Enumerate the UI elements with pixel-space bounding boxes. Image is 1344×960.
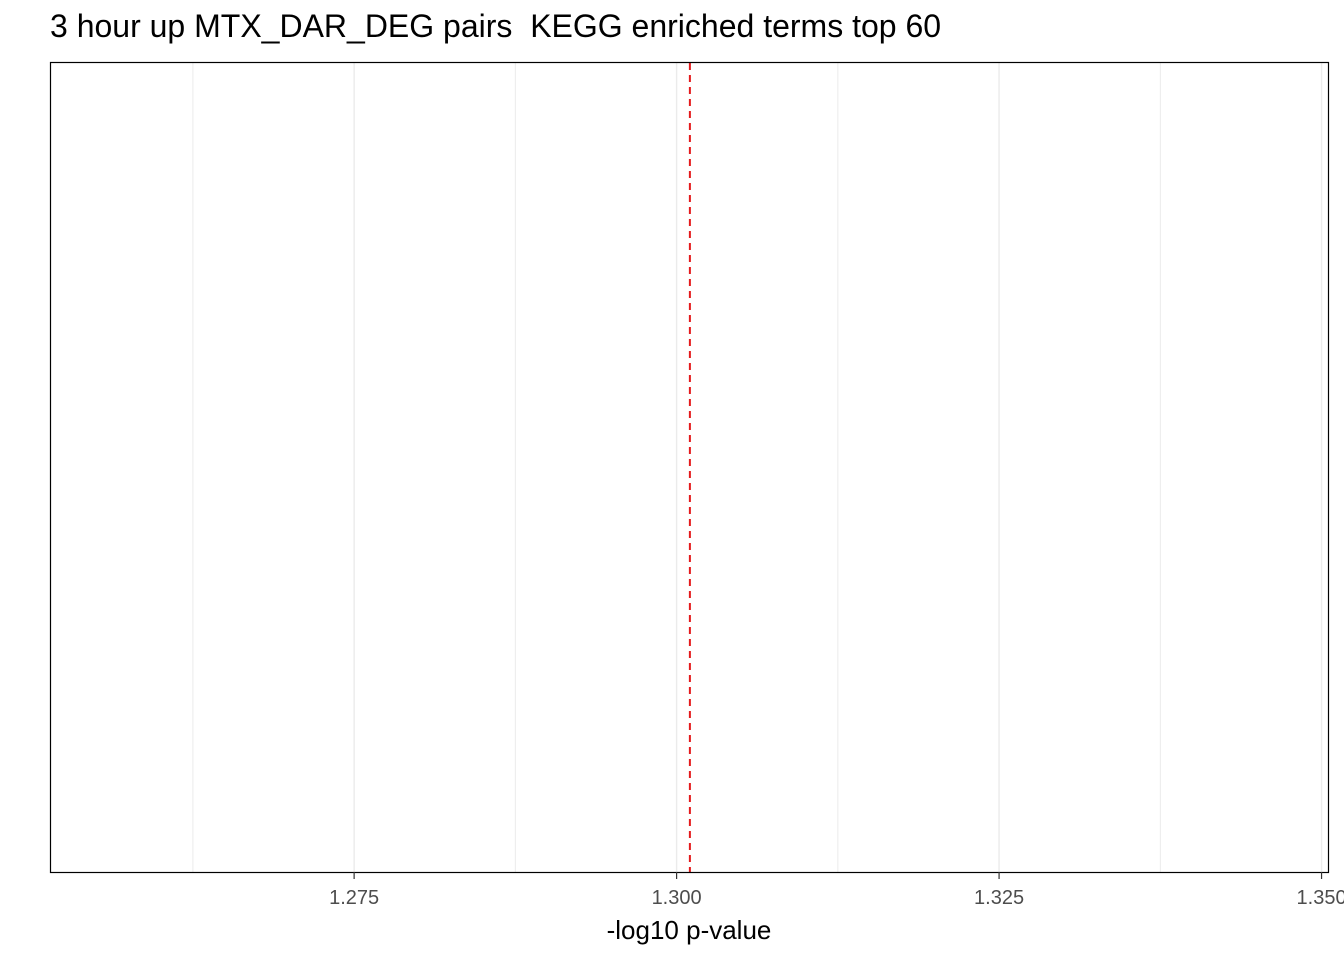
x-axis-ticks [353,872,1323,879]
chart-title: 3 hour up MTX_DAR_DEG pairs KEGG enriche… [50,8,942,44]
x-tick-label: 1.275 [329,887,379,909]
x-axis-title: -log10 p-value [607,915,772,945]
minor-gridlines [192,63,1161,872]
x-tick-label: 1.325 [974,887,1024,909]
x-axis-tick-labels: 1.275 1.300 1.325 1.350 [329,887,1344,909]
x-tick-label: 1.300 [652,887,702,909]
major-gridlines [353,63,1323,872]
panel-border [49,61,1330,874]
x-tick-label: 1.350 [1297,887,1344,909]
